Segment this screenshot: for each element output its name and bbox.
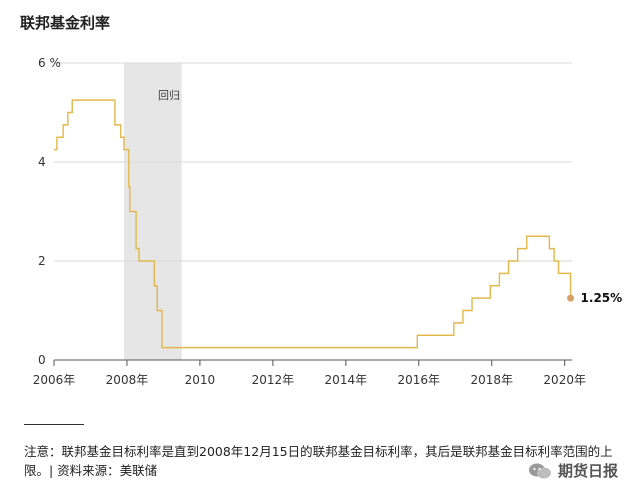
footnote-divider — [24, 424, 84, 425]
fed-funds-rate-chart: 回归 0 2 4 6 % 2006年 2008年 2010 2012年 2014年 2016年 201… — [33, 56, 623, 387]
y-tick-label: 6 % — [38, 56, 61, 70]
x-tick-label: 2012年 — [252, 373, 295, 387]
watermark: 期货日报 — [523, 458, 622, 483]
x-tick-label: 2018年 — [470, 373, 513, 387]
y-tick-label: 0 — [38, 353, 46, 367]
x-tick-label: 2006年 — [33, 373, 76, 387]
y-tick-label: 4 — [38, 155, 46, 169]
chart-title: 联邦基金利率 — [20, 14, 111, 32]
recession-label: 回归 — [158, 88, 180, 102]
x-tick-label: 2016年 — [398, 373, 441, 387]
y-tick-label: 2 — [38, 254, 46, 268]
watermark-text: 期货日报 — [557, 462, 618, 480]
x-tick-label: 2008年 — [106, 373, 149, 387]
end-point-marker — [567, 294, 575, 302]
footnote-text: 注意：联邦基金目标利率是直到2008年12月15日的联邦基金目标利率，其后是联邦… — [24, 444, 613, 478]
end-value-label: 1.25% — [581, 291, 623, 305]
x-tick-label: 2010 — [185, 373, 216, 387]
wechat-icon — [528, 463, 551, 478]
x-tick-label: 2020年 — [543, 373, 586, 387]
rate-series-line — [54, 99, 572, 349]
x-tick-label: 2014年 — [325, 373, 368, 387]
